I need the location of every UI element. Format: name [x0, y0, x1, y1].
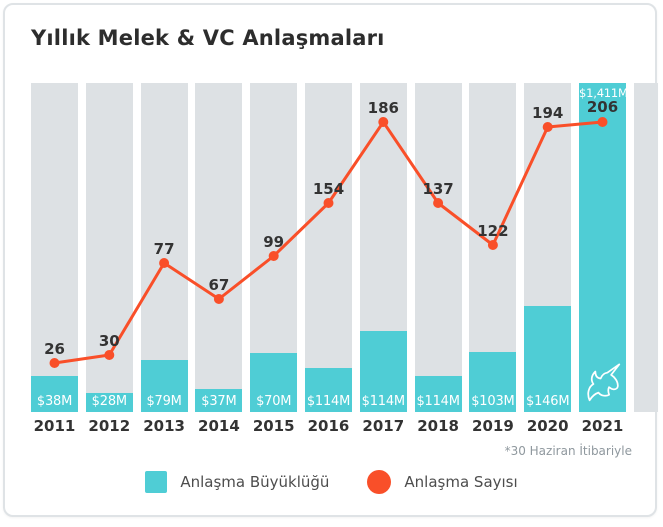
year-label: 2015: [252, 417, 295, 435]
year-label: 2021: [581, 417, 624, 435]
bar-column-2017: $114M 2017: [359, 83, 407, 435]
deal-count-label: 137: [422, 180, 454, 198]
year-label: 2018: [417, 417, 459, 435]
bar-size-label: $146M: [526, 394, 570, 409]
bar-fill: [140, 360, 188, 412]
deal-count-dot: [378, 117, 389, 127]
deal-count-label: 67: [208, 276, 230, 294]
deal-count-dot: [213, 294, 224, 304]
deal-count-dot: [104, 350, 115, 360]
deal-count-label: 99: [263, 233, 285, 251]
bar-column-2016: $114M 2016: [305, 83, 352, 435]
bar-column-2014: $37M 2014: [195, 83, 243, 435]
legend-item-deal-count: Anlaşma Sayısı: [367, 470, 518, 494]
deal-size-top-label: $1,411M: [579, 86, 628, 100]
deals-line: [54, 120, 603, 365]
deal-count-dot: [159, 258, 170, 268]
year-label: 2011: [33, 417, 76, 435]
bar-column-2015: $70M 2015: [250, 83, 298, 435]
deal-count-label: 186: [367, 99, 399, 117]
bar-fill: [359, 331, 407, 412]
bar-fill: [414, 376, 462, 412]
bar-size-label: $114M: [361, 394, 406, 409]
deal-count-dot: [268, 251, 279, 261]
bar-fill: [195, 389, 243, 412]
bar-fill: [305, 368, 352, 412]
deal-count-label: 30: [98, 332, 120, 350]
bar-size-label: $70M: [256, 394, 292, 409]
deal-count-dot: [323, 198, 334, 208]
year-label: 2013: [143, 417, 185, 435]
bar-ghost: [634, 83, 658, 412]
bar-column-2013: $79M 2013: [140, 83, 188, 435]
deal-count-label: 194: [532, 104, 564, 122]
footnote: *30 Haziran İtibariyle: [504, 444, 632, 458]
bar-column-2011: $38M 2011: [31, 83, 78, 435]
deal-count-dot: [433, 198, 444, 208]
bar-size-label: $114M: [416, 394, 460, 409]
bar-size-label: $28M: [91, 394, 127, 409]
legend-label-deal-size: Anlaşma Büyüklüğü: [180, 473, 330, 491]
deal-count-label: 154: [312, 180, 345, 198]
deal-count-label: 206: [586, 98, 619, 116]
deal-count-dot: [49, 358, 60, 368]
bar-fill: [250, 353, 298, 412]
unicorn-icon: [579, 361, 626, 407]
deal-count-dot: [597, 117, 608, 127]
legend-item-deal-size: Anlaşma Büyüklüğü: [145, 471, 329, 493]
bar-column-2018: $114M 2018: [414, 83, 462, 435]
bar-column-2021: $1,411M 2021: [579, 83, 628, 435]
bar-size-label: $103M: [471, 394, 515, 409]
year-label: 2012: [88, 417, 131, 435]
deal-count-label: 77: [153, 240, 175, 258]
deal-count-dot: [487, 240, 498, 250]
legend-label-deal-count: Anlaşma Sayısı: [404, 473, 518, 491]
bar-size-label: $114M: [306, 394, 351, 409]
bar-size-label: $79M: [146, 394, 182, 409]
deal-count-label: 26: [44, 340, 65, 358]
legend: Anlaşma Büyüklüğü Anlaşma Sayısı: [0, 470, 663, 494]
bar-size-label: $38M: [36, 394, 73, 409]
bar-fill: [469, 352, 517, 412]
year-label: 2014: [198, 417, 240, 435]
deal-count-label: 122: [477, 222, 509, 240]
deal-count-dot: [542, 122, 553, 132]
year-label: 2016: [307, 417, 350, 435]
year-label: 2017: [362, 417, 405, 435]
deals-line-layer: [49, 117, 608, 368]
deal-count-swatch-icon: [367, 470, 392, 494]
bar-fill: [31, 376, 78, 412]
year-label: 2019: [472, 417, 514, 435]
year-label: 2020: [526, 417, 569, 435]
deal-size-swatch-icon: [145, 471, 168, 493]
bar-column-2020: $146M 2020: [524, 83, 572, 435]
bar-size-label: $37M: [201, 394, 237, 409]
bar-fill: [85, 393, 133, 412]
bar-fill: [579, 83, 626, 412]
page-title: Yıllık Melek & VC Anlaşmaları: [31, 26, 385, 50]
bar-fill: [524, 306, 572, 412]
